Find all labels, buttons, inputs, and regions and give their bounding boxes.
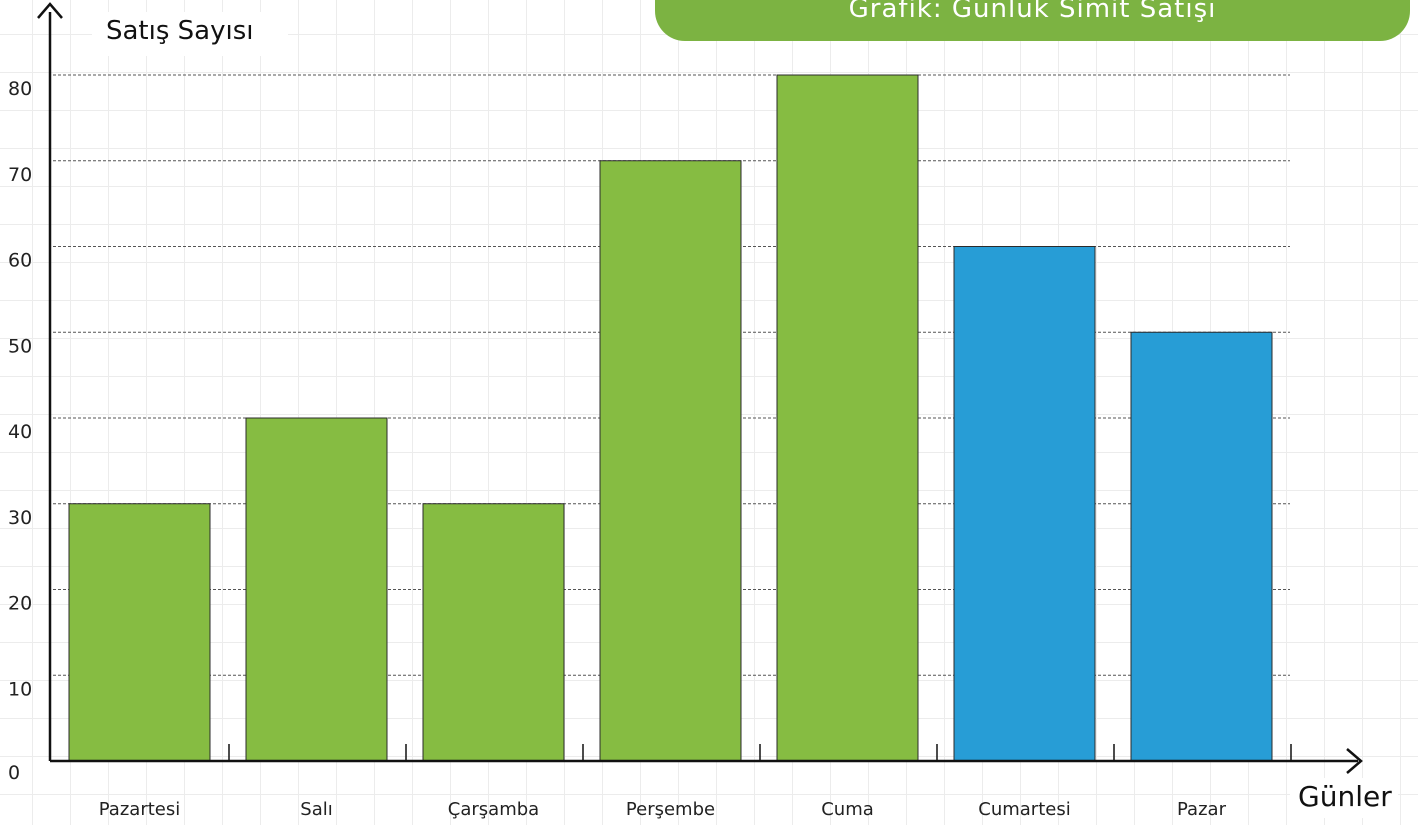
y-tick-label: 30 xyxy=(8,507,32,529)
y-axis-arrow xyxy=(37,2,63,19)
y-tick-label: 70 xyxy=(8,164,32,186)
y-tick-label: 0 xyxy=(8,762,20,784)
x-tick-label: Perşembe xyxy=(626,799,715,820)
bars xyxy=(68,74,1273,762)
x-tick-label: Salı xyxy=(300,799,332,820)
bar-6 xyxy=(1130,331,1273,762)
y-tick-label: 60 xyxy=(8,250,32,272)
x-tick-label: Pazar xyxy=(1177,799,1227,820)
y-tick-label: 10 xyxy=(8,678,32,700)
x-tick-label: Cuma xyxy=(821,799,874,820)
x-tick-label: Çarşamba xyxy=(448,799,539,820)
x-tick-label: Cumartesi xyxy=(978,799,1070,820)
bar-5 xyxy=(953,246,1096,762)
y-tick-label: 80 xyxy=(8,78,32,100)
y-tick-label: 40 xyxy=(8,421,32,443)
tick-labels: 0 10 20 30 40 50 60 70 80 Pazartesi Salı Çarşamba Pe… xyxy=(8,78,1227,820)
bar-1 xyxy=(245,417,388,762)
y-tick-label: 50 xyxy=(8,335,32,357)
bar-3 xyxy=(599,160,742,762)
title-banner xyxy=(655,0,1410,41)
x-axis-label-background xyxy=(1290,778,1398,818)
bar-0 xyxy=(68,503,211,762)
axes xyxy=(37,2,1363,774)
y-tick-label: 20 xyxy=(8,593,32,615)
x-tick-label: Pazartesi xyxy=(99,799,180,820)
chart-title: Grafik: Günlük Simit Satışı xyxy=(848,0,1217,24)
x-axis-arrow xyxy=(1346,748,1363,774)
bar-4 xyxy=(776,74,919,762)
bar-2 xyxy=(422,503,565,762)
y-axis-label-background xyxy=(92,12,288,56)
x-axis-label: Günler xyxy=(1298,780,1392,813)
y-axis-label: Satış Sayısı xyxy=(106,16,254,46)
